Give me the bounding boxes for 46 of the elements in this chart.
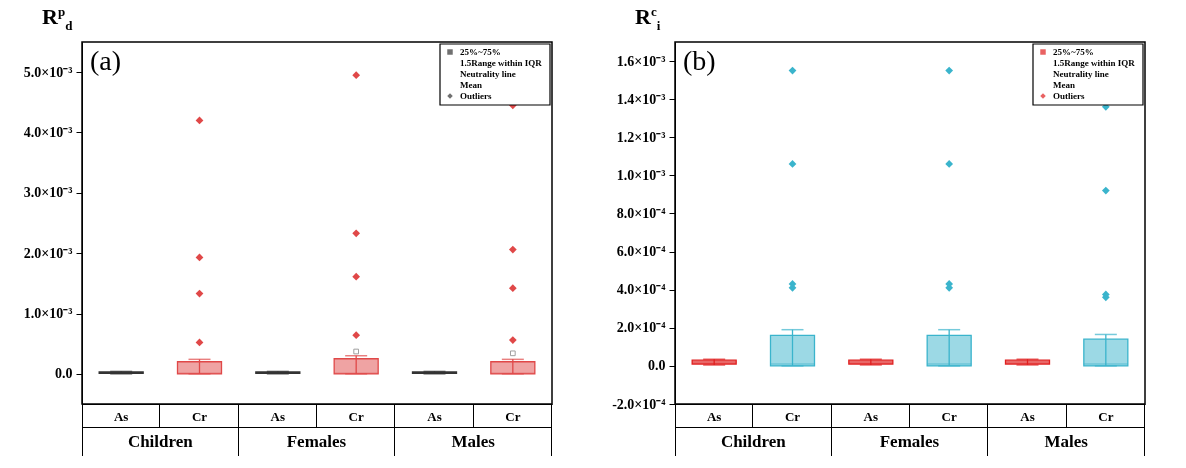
y-tick-label: 6.0×10⁻⁴ bbox=[616, 244, 667, 260]
annotation: Outliers bbox=[460, 91, 492, 101]
x-tick-label: As bbox=[1020, 408, 1035, 424]
chart-title: (a) bbox=[90, 45, 122, 76]
x-tick-label: Cr bbox=[348, 408, 364, 424]
annotation: Neutrality line bbox=[1053, 69, 1109, 79]
y-tick-label: 3.0×10⁻³ bbox=[23, 185, 73, 201]
y-tick-label: 2.0×10⁻³ bbox=[23, 245, 73, 261]
y-tick-label: 0.0 bbox=[55, 366, 73, 382]
y-tick-label: 1.4×10⁻³ bbox=[616, 91, 666, 107]
annotation: 1.5Range within IQR bbox=[1053, 58, 1136, 68]
y-tick-label: 1.0×10⁻³ bbox=[23, 306, 73, 321]
annotation: 25%~75% bbox=[1053, 47, 1094, 57]
x-tick-label: As bbox=[113, 408, 129, 424]
y-tick-label: 5.0×10⁻³ bbox=[23, 64, 73, 80]
annotation: Mean bbox=[1053, 80, 1075, 90]
annotation: Neutrality line bbox=[460, 69, 516, 79]
text: Females bbox=[831, 428, 989, 456]
x-tick-label: As bbox=[863, 408, 879, 424]
y-tick-label: 1.6×10⁻³ bbox=[616, 53, 666, 69]
y-tick-label: 4.0×10⁻³ bbox=[23, 125, 73, 140]
x-tick-label: As bbox=[706, 408, 722, 424]
annotation: 1.5Range within IQR bbox=[460, 58, 543, 68]
y-tick-label: 0.0 bbox=[648, 358, 666, 374]
x-tick-label: Cr bbox=[505, 408, 521, 424]
text: Males bbox=[395, 428, 552, 456]
y-tick-label: 1.0×10⁻³ bbox=[616, 167, 666, 183]
chart-title: (b) bbox=[683, 45, 716, 76]
text: Children bbox=[82, 428, 239, 456]
annotation: Outliers bbox=[1053, 91, 1085, 101]
annotation: Mean bbox=[460, 80, 482, 90]
x-tick-label: Cr bbox=[1098, 408, 1114, 424]
x-tick-label: Cr bbox=[191, 408, 208, 424]
x-tick-label: As bbox=[427, 408, 442, 424]
text: Children bbox=[675, 428, 832, 456]
x-tick-label: Cr bbox=[784, 408, 801, 424]
annotation: 25%~75% bbox=[460, 47, 501, 57]
x-tick-label: As bbox=[270, 408, 286, 424]
y-tick-label: 8.0×10⁻⁴ bbox=[616, 205, 667, 221]
y-tick-label: -2.0×10⁻⁴ bbox=[612, 396, 667, 412]
y-tick-label: 1.2×10⁻³ bbox=[616, 129, 666, 145]
y-tick-label: 2.0×10⁻⁴ bbox=[616, 320, 667, 336]
y-tick-label: 4.0×10⁻⁴ bbox=[616, 282, 667, 298]
text: Males bbox=[988, 428, 1145, 456]
text: Females bbox=[238, 428, 396, 456]
x-tick-label: Cr bbox=[941, 408, 957, 424]
